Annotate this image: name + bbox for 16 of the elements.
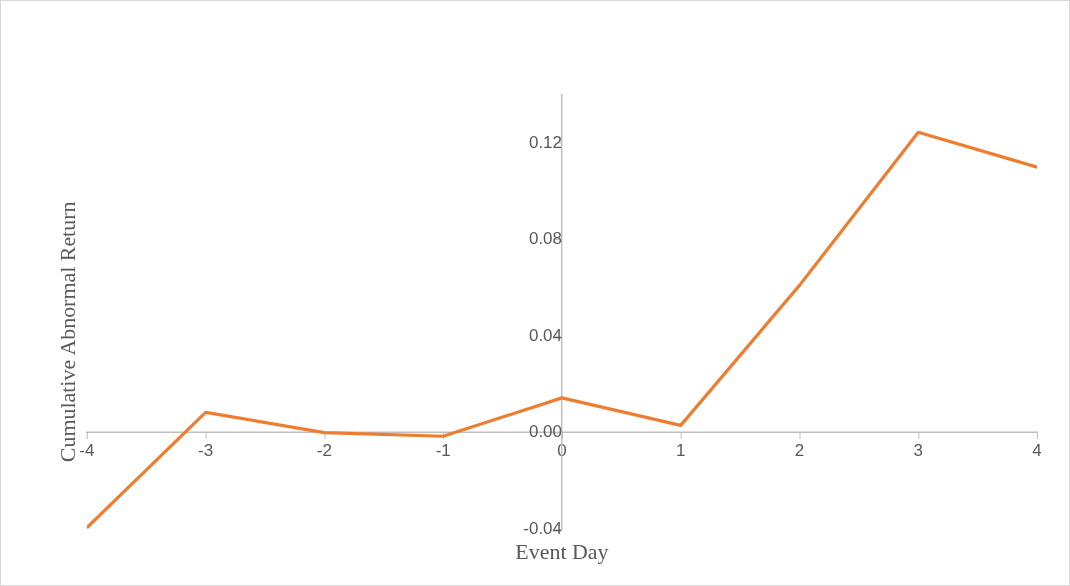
x-tick-label: 4: [1032, 441, 1042, 461]
x-tick-label: -1: [435, 441, 451, 461]
y-tick-label: 0.04: [528, 325, 562, 345]
x-tick-label: 1: [676, 441, 686, 461]
y-tick-label: 0.12: [528, 132, 562, 152]
y-tick-label: 0.08: [528, 229, 562, 249]
x-tick-label: -4: [79, 441, 95, 461]
x-tick-label: -3: [198, 441, 214, 461]
x-tick-label: -2: [316, 441, 332, 461]
x-tick-label: 3: [913, 441, 923, 461]
x-axis-title: Event Day: [515, 539, 609, 565]
y-tick-label: -0.04: [523, 518, 562, 538]
x-tick-label: 2: [794, 441, 805, 461]
y-axis-title: Cumulative Abnormal Return: [54, 201, 80, 463]
y-tick-label: 0.00: [528, 422, 562, 442]
x-tick-label: 0: [557, 441, 567, 461]
